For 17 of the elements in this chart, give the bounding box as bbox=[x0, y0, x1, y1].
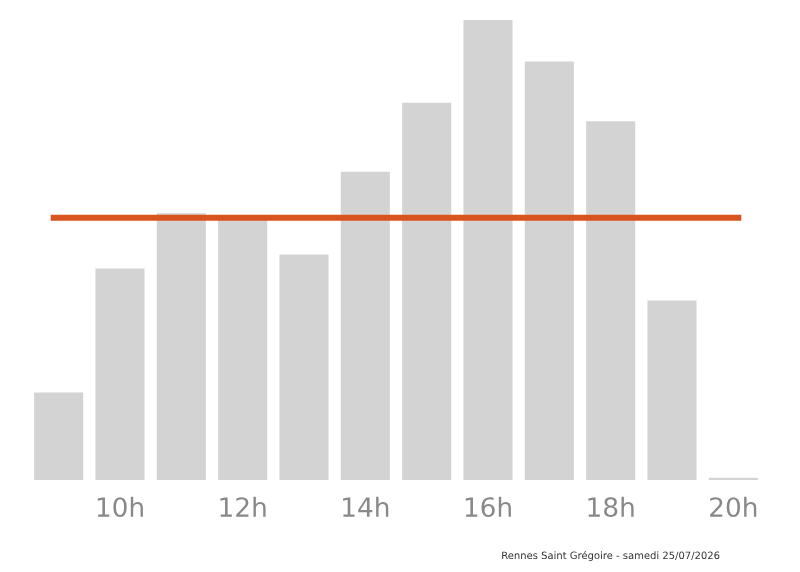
bar bbox=[586, 121, 636, 480]
bar bbox=[524, 61, 574, 480]
x-tick-label: 20h bbox=[710, 496, 757, 518]
bar bbox=[402, 102, 452, 480]
x-tick-label: 14h bbox=[343, 496, 389, 517]
bar bbox=[156, 213, 206, 480]
x-tick-label: 12h bbox=[220, 496, 266, 517]
bar bbox=[95, 268, 145, 480]
bar bbox=[218, 217, 268, 480]
bar bbox=[340, 171, 390, 480]
bar bbox=[34, 392, 84, 480]
x-tick-label: 18h bbox=[588, 496, 634, 518]
bar bbox=[647, 300, 697, 480]
x-tick-label: 10h bbox=[97, 496, 143, 518]
bar bbox=[463, 20, 513, 480]
bar bbox=[279, 254, 329, 480]
x-tick-label: 16h bbox=[465, 496, 511, 518]
